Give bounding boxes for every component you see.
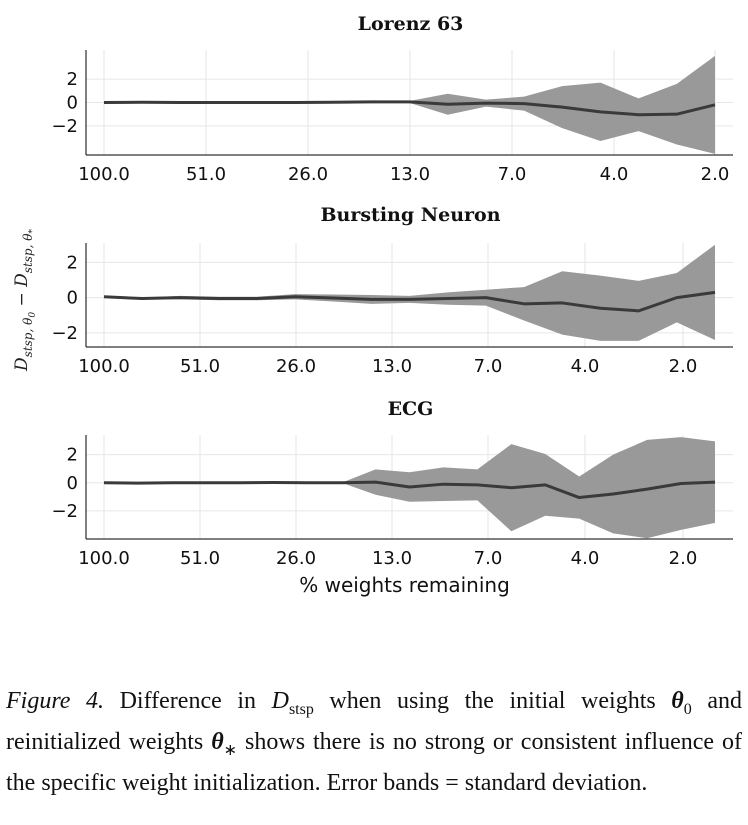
x-tick-label: 2.0 <box>669 356 698 377</box>
caption-theta-star: θ <box>211 728 224 755</box>
y-axis-label: Dstsp, θ0 − Dstsp, θ* <box>12 229 38 372</box>
x-tick-label: 2.0 <box>669 548 698 569</box>
mean-line <box>103 100 716 117</box>
x-tick-label: 100.0 <box>78 164 130 185</box>
x-tick-label: 26.0 <box>276 356 316 377</box>
panel-title: ECG <box>388 398 434 420</box>
y-tick-label: −2 <box>51 323 78 344</box>
x-tick-label: 7.0 <box>474 356 503 377</box>
x-tick-label: 51.0 <box>186 164 226 185</box>
y-tick-label: 2 <box>67 252 78 273</box>
x-tick-label: 13.0 <box>372 548 412 569</box>
x-tick-label: 4.0 <box>600 164 629 185</box>
x-tick-label: 51.0 <box>180 548 220 569</box>
y-tick-label: 0 <box>67 473 78 494</box>
y-tick-label: −2 <box>51 501 78 522</box>
y-tick-label: 2 <box>67 445 78 466</box>
caption-text-1: Difference in <box>104 688 272 714</box>
error-band <box>104 244 715 341</box>
x-tick-label: 13.0 <box>390 164 430 185</box>
x-tick-label: 7.0 <box>474 548 503 569</box>
y-tick-label: 0 <box>67 93 78 114</box>
caption-text-4: shows there is no strong or consistent i… <box>6 728 742 796</box>
x-axis-label: % weights remaining <box>299 573 510 597</box>
error-band <box>104 55 715 154</box>
x-tick-label: 13.0 <box>372 356 412 377</box>
y-tick-label: 2 <box>67 69 78 90</box>
caption-theta0-sub: 0 <box>683 700 692 718</box>
x-tick-label: 100.0 <box>78 548 130 569</box>
caption-math-d: D <box>271 688 289 714</box>
y-tick-label: −2 <box>51 116 78 137</box>
x-tick-label: 4.0 <box>571 356 600 377</box>
caption-figure-label: Figure 4. <box>6 688 105 714</box>
chart-panel-1: 2 0−2 100.0 51.0 26.0 13.0 7.0 4.0 2.0 Lorenz 63 <box>51 13 733 185</box>
y-tick-label: 0 <box>67 288 78 309</box>
caption-theta-star-sub: ∗ <box>223 741 238 759</box>
x-tick-label: 26.0 <box>288 164 328 185</box>
panel-title: Bursting Neuron <box>320 204 500 226</box>
caption-math-d-sub: stsp <box>288 700 314 718</box>
figure-caption: Figure 4. Difference in Dstsp when using… <box>6 685 742 799</box>
caption-theta0: θ <box>671 688 684 714</box>
caption-text-2: when using the initial weights <box>313 688 672 714</box>
x-tick-label: 51.0 <box>180 356 220 377</box>
x-tick-label: 7.0 <box>498 164 527 185</box>
panel-title: Lorenz 63 <box>358 13 464 35</box>
x-tick-label: 26.0 <box>276 548 316 569</box>
mean-line <box>103 480 716 500</box>
chart-panel-3: 2 0 −2 100.0 51.0 26.0 13.0 7.0 4.0 2.0 ECG % weigh… <box>51 398 733 597</box>
mean-line <box>103 290 716 313</box>
x-tick-label: 2.0 <box>701 164 730 185</box>
x-tick-label: 4.0 <box>571 548 600 569</box>
x-tick-label: 100.0 <box>78 356 130 377</box>
caption-text-3: and reinitialized weights <box>6 688 742 755</box>
